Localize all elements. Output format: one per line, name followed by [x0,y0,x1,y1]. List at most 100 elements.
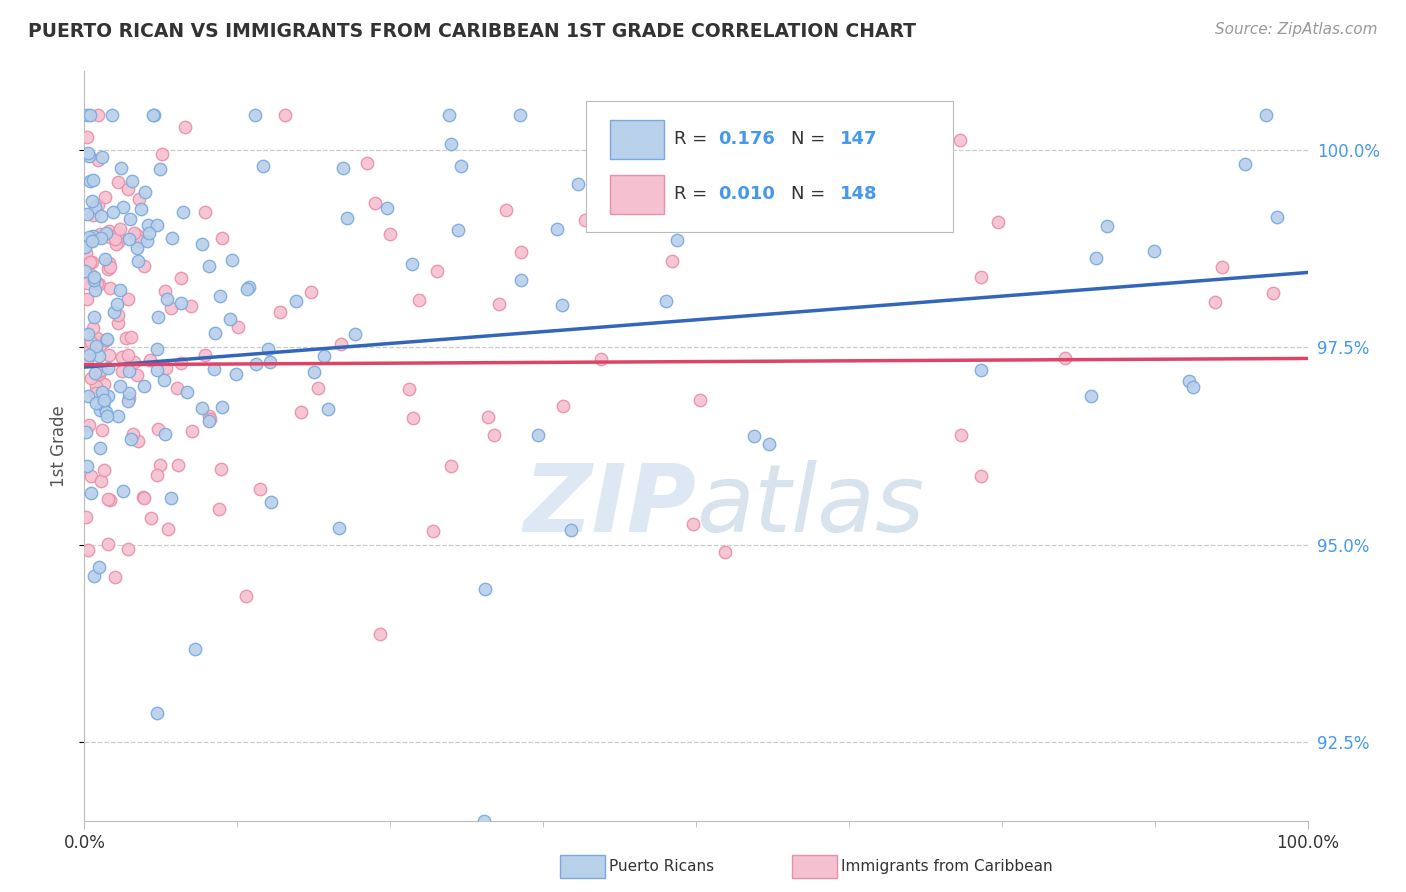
Point [156,292,179,306]
Point [124,226,146,240]
Point [257,343,280,357]
Point [98,260,121,274]
Point [713,545,735,559]
Point [117,292,139,306]
Point [477,410,499,425]
Point [107,227,129,241]
Point [86,331,108,345]
Point [209,462,232,476]
Point [343,327,366,342]
Point [90,362,112,376]
Point [1204,295,1226,310]
Point [145,342,167,356]
Point [128,193,150,207]
Point [80,468,103,483]
Point [97,492,120,507]
Point [172,205,194,219]
Point [145,706,167,720]
Point [82,229,104,244]
Point [86,334,108,349]
FancyBboxPatch shape [610,120,664,159]
Point [90,209,112,223]
Point [125,368,148,382]
Point [76,108,98,122]
Point [402,410,425,425]
Point [665,233,688,247]
Point [111,483,134,498]
Point [574,212,596,227]
Point [129,202,152,216]
Point [551,298,574,312]
Point [969,269,991,284]
Point [139,353,162,368]
Point [766,174,789,188]
Point [844,139,866,153]
Text: 147: 147 [841,130,877,148]
Point [245,108,267,122]
Point [93,393,115,408]
Point [127,434,149,448]
Text: 0.176: 0.176 [718,130,775,148]
Point [82,320,104,334]
Point [97,261,120,276]
Point [84,339,107,353]
Point [202,361,225,376]
Point [84,283,107,297]
Point [155,427,177,442]
Point [94,405,117,419]
Point [75,246,97,260]
Point [551,399,574,413]
Point [166,458,188,473]
Point [328,521,350,535]
Point [79,334,101,349]
Point [370,627,392,641]
Point [82,255,104,269]
Point [173,120,195,134]
Point [117,182,139,196]
Point [314,349,336,363]
Text: 0.010: 0.010 [718,186,775,203]
Point [789,108,811,122]
Point [98,281,121,295]
Point [1097,219,1119,234]
Text: N =: N = [792,186,831,203]
Point [160,231,183,245]
Point [104,570,127,584]
Point [1143,244,1166,258]
Point [80,485,103,500]
Point [108,283,131,297]
Point [1211,260,1233,275]
Point [79,348,101,362]
Point [96,333,118,347]
Point [76,351,98,365]
Point [145,363,167,377]
Point [176,384,198,399]
Point [209,289,232,303]
Point [510,273,533,287]
Point [101,108,124,122]
Point [285,293,308,308]
Point [546,221,568,235]
Point [134,259,156,273]
Point [1054,351,1077,365]
Point [589,352,612,367]
Point [107,175,129,189]
Point [75,240,97,254]
Point [380,227,402,242]
Point [76,276,98,290]
Point [408,293,430,307]
Point [121,427,143,442]
Point [259,355,281,369]
Point [83,269,105,284]
Point [76,129,98,144]
Text: Puerto Ricans: Puerto Ricans [609,859,714,873]
Point [134,378,156,392]
Point [80,234,103,248]
Point [79,108,101,122]
Point [115,331,138,345]
Point [83,273,105,287]
Text: R =: R = [673,130,713,148]
Point [97,389,120,403]
Point [80,371,103,385]
Point [98,256,121,270]
